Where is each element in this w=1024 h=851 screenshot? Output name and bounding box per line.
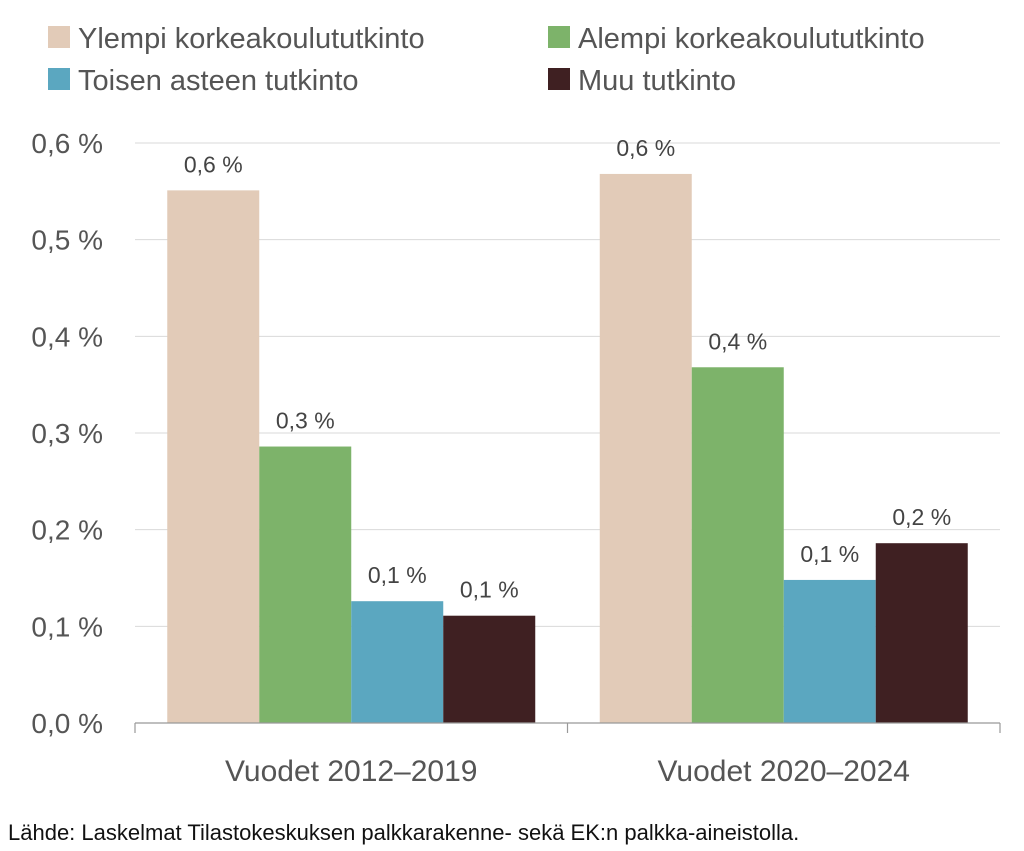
data-label: 0,1 % [460, 577, 519, 603]
legend-label: Toisen asteen tutkinto [78, 65, 359, 97]
data-label: 0,6 % [616, 135, 675, 161]
legend-swatch [48, 68, 70, 90]
y-tick-label: 0,4 % [31, 321, 103, 352]
data-label: 0,4 % [708, 328, 767, 354]
gridlines: 0,0 % 0,1 % 0,2 % 0,3 % 0,4 % 0,5 % 0,6 % [31, 128, 1000, 739]
source-note: Lähde: Laskelmat Tilastokeskuksen palkka… [8, 820, 799, 845]
y-tick-label: 0,6 % [31, 128, 103, 159]
bar-1-2 [599, 173, 692, 723]
x-category-label: Vuodet 2020–2024 [658, 755, 910, 788]
bar-3-1 [351, 601, 444, 723]
bar-2-1 [259, 446, 352, 723]
y-tick-label: 0,1 % [31, 611, 103, 642]
data-label: 0,3 % [276, 408, 335, 434]
data-label: 0,1 % [368, 562, 427, 588]
data-label: 0,6 % [184, 151, 243, 177]
data-label: 0,1 % [800, 541, 859, 567]
bars: 0,6 % 0,3 % 0,1 % 0,1 % 0,6 % 0,4 % 0,1 % 0,2 % [167, 135, 968, 723]
y-tick-label: 0,5 % [31, 225, 103, 256]
bar-2-2 [691, 367, 784, 723]
x-category-label: Vuodet 2012–2019 [225, 755, 477, 788]
legend-label: Muu tutkinto [578, 65, 736, 97]
bar-4-2 [875, 543, 968, 723]
bar-1-1 [167, 190, 260, 723]
x-axis: Vuodet 2012–2019 Vuodet 2020–2024 [134, 722, 1001, 788]
data-label: 0,2 % [892, 504, 951, 530]
y-tick-label: 0,2 % [31, 515, 103, 546]
legend-swatch [48, 26, 70, 48]
legend-label: Ylempi korkeakoulututkinto [78, 23, 425, 55]
legend-swatch [548, 68, 570, 90]
bar-3-2 [783, 579, 876, 723]
legend-label: Alempi korkeakoulututkinto [578, 23, 925, 55]
y-tick-label: 0,3 % [31, 418, 103, 449]
legend: Ylempi korkeakoulututkinto Alempi korkeak… [48, 23, 925, 97]
bar-4-1 [443, 615, 536, 723]
y-tick-label: 0,0 % [31, 708, 103, 739]
legend-swatch [548, 26, 570, 48]
